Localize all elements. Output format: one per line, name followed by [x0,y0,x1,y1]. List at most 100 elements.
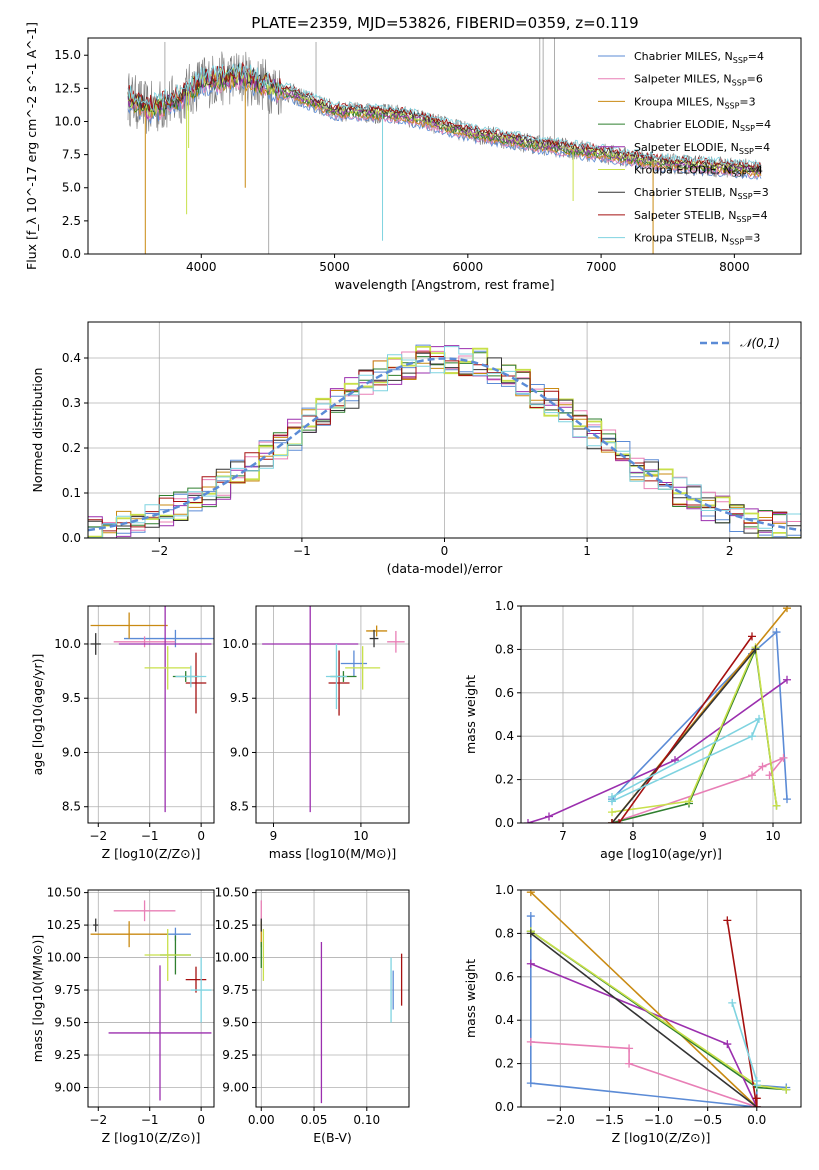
weight-marker [723,1040,732,1049]
errorbar-point-0 [124,629,214,648]
axes-frame [520,889,802,1108]
normal-curve [88,357,801,532]
weight-marker [752,1103,761,1107]
errorbar-point-7 [328,650,350,716]
legend-entry-3: Chabrier ELODIE, NSSP=4 [634,118,771,133]
y-tick-label: 1.0 [495,599,514,613]
weight-marker [524,819,532,823]
x-tick-label: −2 [89,1113,107,1127]
y-axis-label: Normed distribution [30,368,45,493]
y-tick-label: 9.75 [222,983,249,997]
y-tick-label: 9.00 [222,1081,249,1095]
errorbar-point-5 [144,928,191,981]
plot-area-weight_vs_age [524,606,791,823]
model-spectrum-8 [127,62,762,168]
legend-entry-1: Salpeter MILES, NSSP=6 [634,73,763,88]
errorbar-point-6 [90,633,101,655]
y-tick-label: 0.2 [495,773,514,787]
x-tick-label: −1 [141,829,159,843]
y-tick-label: 10.25 [215,918,249,932]
plot-area-spectrum [127,38,762,254]
x-axis-label: Z [log10(Z/Z⊙)] [612,1130,711,1145]
x-tick-label: 0.0 [747,1113,766,1127]
weight-series-7 [726,920,758,1107]
errorbar-point-4 [262,606,359,813]
y-tick-label: 0.0 [495,1100,514,1114]
plot-area-weight_vs_Z [526,890,791,1107]
errorbar-point-8 [190,957,212,1023]
axes-frame [87,37,802,255]
weight-series-6 [530,932,758,1107]
y-tick-label: 1.0 [495,883,514,897]
y-tick-label: 0.4 [495,1013,514,1027]
y-axis-label: age [log10(age/yr)] [30,654,45,776]
errorbar-point-8 [175,665,207,688]
legend-entry-2: Kroupa MILES, NSSP=3 [634,95,756,110]
errorbar-point-2 [90,612,168,639]
panel-weight_vs_age: 7 8 9 10 0.0 0.2 0.4 0.6 0.8 1.0 age [log10(age/yr… [463,599,802,861]
weight-marker [748,771,756,780]
errorbar-point-8 [325,643,347,710]
errorbar-point-6 [93,918,99,932]
errorbar-point-5 [345,646,381,690]
weight-marker [526,890,535,897]
weight-marker [608,808,616,817]
plot-area-age_vs_Z [90,606,214,813]
y-tick-label: 0.8 [495,926,514,940]
x-tick-label: −1 [141,1113,159,1127]
weight-marker [783,606,791,613]
figure-title: PLATE=2359, MJD=53826, FIBERID=0359, z=0… [251,14,638,32]
y-tick-label: 10.00 [215,951,249,965]
y-tick-label: 10.25 [47,918,81,932]
y-tick-label: 0.0 [62,531,81,545]
legend-entry-7: Salpeter STELIB, NSSP=4 [634,209,768,224]
y-tick-label: 0.2 [495,1057,514,1071]
x-axis-label: mass [log10(M/M⊙)] [269,846,397,861]
x-tick-label: 5000 [319,260,350,274]
x-axis-label: wavelength [Angstrom, rest frame] [334,277,554,292]
x-tick-label: 10 [353,829,368,843]
x-tick-label: −2 [89,829,107,843]
legend-entry-5: Kroupa ELODIE, NSSP=4 [634,164,763,179]
y-tick-label: 8.5 [62,800,81,814]
axes-frame [255,889,410,1108]
x-tick-label: −2 [150,544,168,558]
y-tick-label: 10.50 [215,886,249,900]
y-tick-label: 0.6 [495,686,514,700]
plot-area-residuals [88,344,801,538]
y-tick-label: 0.0 [62,247,81,261]
x-tick-label: 1 [583,544,591,558]
weight-marker [526,929,535,938]
weight-marker [608,792,616,801]
weight-marker [783,795,791,804]
axes-frame [255,605,410,824]
y-tick-label: 10.0 [222,637,249,651]
y-tick-label: 8.5 [230,800,249,814]
axes-frame [87,605,215,824]
x-tick-label: −1.0 [644,1113,673,1127]
y-tick-label: 9.25 [222,1048,249,1062]
x-tick-label: 4000 [186,260,217,274]
y-tick-label: 12.5 [54,81,81,95]
errorbar-point-7 [185,966,207,993]
y-tick-label: 9.0 [230,745,249,759]
y-axis-label: mass [log10(M/M⊙)] [30,935,45,1063]
x-tick-label: 8 [629,829,637,843]
errorbar-point-6 [369,629,379,648]
x-tick-label: −2.0 [546,1113,575,1127]
weight-marker [748,732,756,741]
y-tick-label: 2.5 [62,214,81,228]
weight-series-8 [611,717,761,803]
y-tick-label: 10.00 [47,951,81,965]
weight-marker [615,819,623,823]
x-tick-label: 7 [559,829,567,843]
errorbar-point-2 [90,921,168,948]
weight-series-6 [611,648,757,823]
axes-frame [520,605,802,824]
y-tick-label: 0.3 [62,396,81,410]
legend-entry-8: Kroupa STELIB, NSSP=3 [634,232,760,247]
weight-marker [728,998,737,1007]
y-tick-label: 5.0 [62,181,81,195]
x-tick-label: −1 [293,544,311,558]
